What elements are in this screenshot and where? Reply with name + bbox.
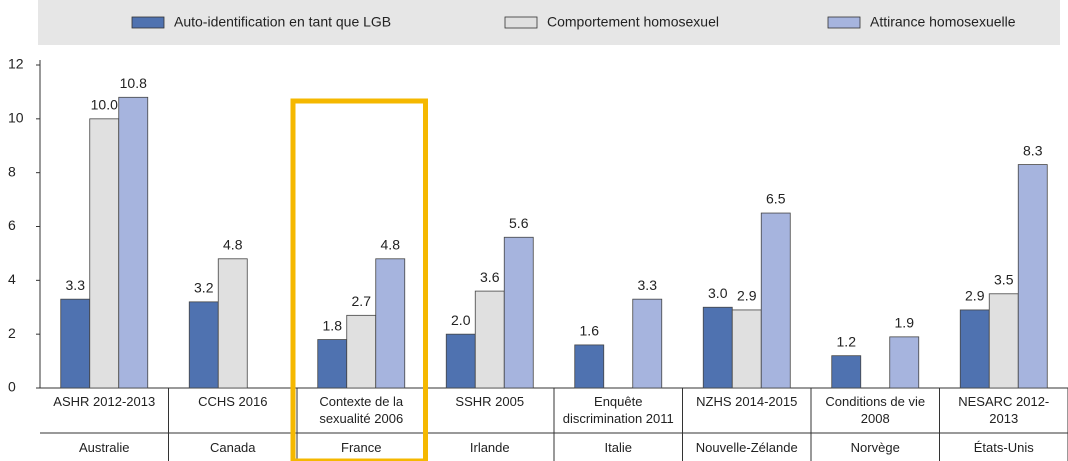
legend-background bbox=[38, 0, 1060, 45]
country-label: Italie bbox=[604, 440, 632, 455]
y-tick-label: 0 bbox=[8, 379, 16, 395]
x-tick-label: CCHS 2016 bbox=[198, 394, 268, 409]
bar bbox=[346, 314, 377, 389]
x-tick-label: Contexte de la sexualité 2006 bbox=[319, 394, 404, 426]
value-label: 1.8 bbox=[323, 317, 343, 333]
bar bbox=[188, 301, 219, 389]
x-tick-label: NZHS 2014-2015 bbox=[696, 394, 798, 409]
x-tick-label: Enquête discrimination 2011 bbox=[562, 394, 674, 426]
value-label: 10.0 bbox=[91, 97, 118, 113]
y-tick-label: 2 bbox=[8, 325, 16, 341]
value-label: 1.6 bbox=[580, 323, 600, 339]
bar bbox=[445, 333, 476, 389]
y-tick-label: 4 bbox=[8, 271, 16, 287]
bar bbox=[375, 258, 406, 389]
x-tick-label: ASHR 2012-2013 bbox=[53, 394, 156, 409]
bar bbox=[118, 96, 149, 389]
bar bbox=[889, 336, 920, 389]
y-tick-label: 8 bbox=[8, 163, 16, 179]
value-label: 10.8 bbox=[120, 75, 147, 91]
value-label: 3.5 bbox=[994, 271, 1014, 287]
country-label: France bbox=[341, 440, 382, 455]
country-label: Canada bbox=[209, 440, 256, 455]
legend-label: Comportement homosexuel bbox=[547, 14, 719, 30]
country-label: Australie bbox=[78, 440, 130, 455]
bar bbox=[474, 290, 505, 389]
bar bbox=[702, 306, 733, 389]
x-tick-label: SSHR 2005 bbox=[455, 394, 525, 409]
bar bbox=[217, 258, 248, 389]
value-label: 2.9 bbox=[965, 288, 985, 304]
value-label: 3.0 bbox=[708, 285, 728, 301]
bar bbox=[959, 309, 990, 389]
value-label: 1.9 bbox=[895, 315, 915, 331]
value-label: 2.0 bbox=[451, 312, 471, 328]
value-label: 2.7 bbox=[352, 293, 372, 309]
bar bbox=[731, 309, 762, 389]
legend-swatch bbox=[504, 16, 538, 29]
country-label: Irlande bbox=[469, 440, 510, 455]
x-tick-label: NESARC 2012- 2013 bbox=[958, 394, 1050, 426]
value-label: 4.8 bbox=[381, 237, 401, 253]
legend-label: Attirance homosexuelle bbox=[870, 14, 1016, 30]
value-label: 3.2 bbox=[194, 280, 214, 296]
y-tick-label: 6 bbox=[8, 217, 16, 233]
bar bbox=[89, 118, 120, 389]
value-label: 3.3 bbox=[638, 277, 658, 293]
bar bbox=[1017, 164, 1048, 389]
bar bbox=[988, 293, 1019, 389]
value-label: 3.3 bbox=[66, 277, 86, 293]
y-tick-label: 10 bbox=[8, 110, 24, 126]
value-label: 6.5 bbox=[766, 191, 786, 207]
bar bbox=[760, 212, 791, 389]
value-label: 1.2 bbox=[837, 333, 857, 349]
country-label: États-Unis bbox=[973, 440, 1034, 455]
legend-label: Auto-identification en tant que LGB bbox=[174, 14, 391, 30]
bar bbox=[632, 298, 663, 389]
value-label: 8.3 bbox=[1023, 142, 1043, 158]
country-label: Nouvelle-Zélande bbox=[695, 440, 798, 455]
x-tick-label: Conditions de vie 2008 bbox=[825, 394, 926, 426]
legend-swatch bbox=[131, 16, 165, 29]
bar bbox=[503, 236, 534, 389]
legend-swatch bbox=[827, 16, 861, 29]
bar bbox=[574, 344, 605, 389]
value-label: 5.6 bbox=[509, 215, 529, 231]
value-label: 4.8 bbox=[223, 237, 243, 253]
bar bbox=[317, 339, 348, 389]
value-label: 2.9 bbox=[737, 288, 757, 304]
value-label: 3.6 bbox=[480, 269, 500, 285]
bar bbox=[60, 298, 91, 389]
country-label: Norvège bbox=[850, 440, 900, 455]
bar bbox=[831, 355, 862, 389]
highlight-box bbox=[290, 98, 428, 461]
y-tick-label: 12 bbox=[8, 56, 24, 72]
